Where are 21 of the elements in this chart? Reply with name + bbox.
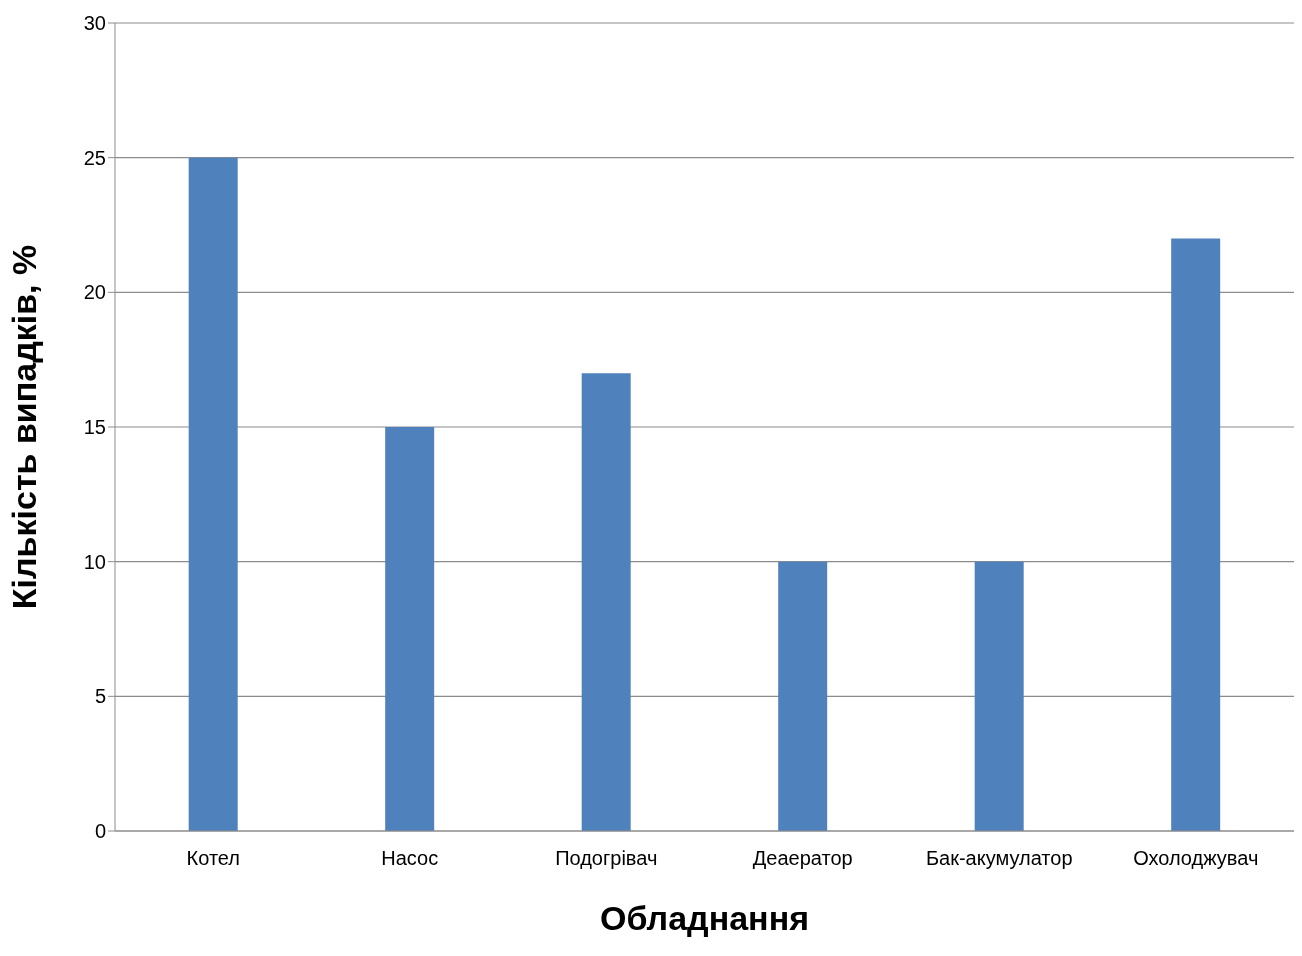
y-tick-label: 10 <box>83 550 106 573</box>
x-tick-label: Охолоджувач <box>1133 847 1259 870</box>
bar <box>188 157 238 831</box>
x-tick-label: Котел <box>186 847 240 870</box>
x-tick-label: Деаератор <box>752 847 853 870</box>
y-tick-label: 30 <box>83 12 106 35</box>
x-tick-label: Насос <box>381 847 439 870</box>
x-tick-label: Подогрівач <box>555 847 658 870</box>
bar <box>974 561 1024 831</box>
bar <box>1171 238 1221 831</box>
x-axis-title: Обладнання <box>599 899 810 937</box>
x-tick-label: Бак-акумулатор <box>925 847 1073 870</box>
bar <box>581 373 631 831</box>
y-tick-label: 25 <box>83 146 106 169</box>
y-tick-label: 15 <box>83 416 106 439</box>
y-tick-label: 5 <box>94 685 106 708</box>
y-axis-title: Кількість випадків, % <box>5 244 44 610</box>
y-tick-label: 0 <box>94 820 106 843</box>
bar <box>778 561 828 831</box>
bar <box>385 427 435 831</box>
y-tick-label: 20 <box>83 281 106 304</box>
